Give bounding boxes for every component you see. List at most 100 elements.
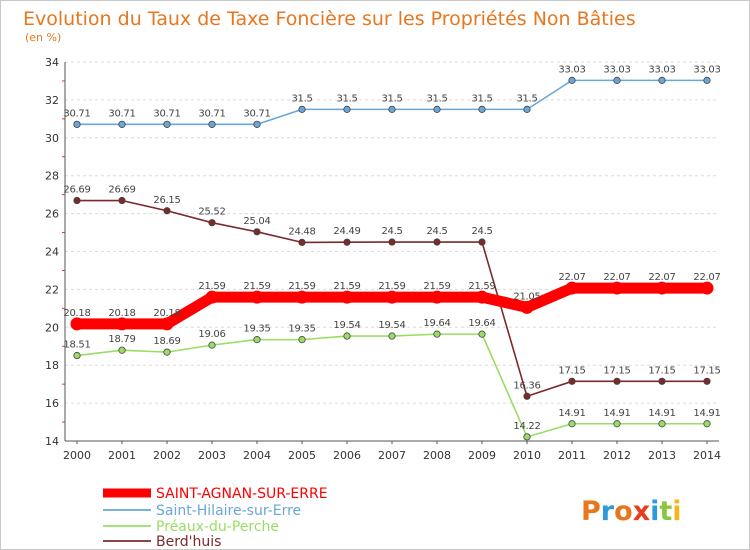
data-label: 30.71	[198, 108, 225, 119]
data-label: 33.03	[648, 64, 675, 75]
chart-title: Evolution du Taux de Taxe Foncière sur l…	[23, 8, 636, 30]
data-label: 24.5	[381, 226, 402, 237]
data-point	[295, 290, 309, 304]
x-tick-label: 2000	[63, 449, 91, 462]
data-point	[520, 300, 534, 314]
data-label: 19.35	[243, 324, 270, 335]
data-point	[298, 238, 306, 247]
x-tick-label: 2011	[558, 449, 586, 462]
data-label: 19.54	[378, 320, 405, 331]
data-point	[433, 330, 441, 338]
data-label: 14.22	[513, 421, 540, 432]
logo-letter: o	[614, 496, 633, 527]
data-label: 31.5	[336, 93, 357, 104]
data-label: 21.59	[288, 281, 315, 292]
data-point	[343, 105, 351, 113]
data-point	[388, 238, 396, 246]
data-point	[160, 317, 174, 331]
data-point	[253, 228, 261, 236]
data-point	[208, 219, 216, 227]
data-label: 18.51	[63, 340, 90, 351]
data-label: 17.15	[648, 365, 675, 376]
data-point	[115, 317, 129, 331]
y-tick-label: 24	[45, 246, 59, 259]
data-point	[340, 290, 354, 304]
x-tick-label: 2002	[153, 449, 181, 462]
data-point	[253, 120, 261, 128]
data-label: 30.71	[243, 108, 270, 119]
data-label: 31.5	[381, 93, 402, 104]
data-point	[250, 290, 264, 304]
data-point	[703, 420, 711, 428]
data-label: 21.59	[243, 281, 270, 292]
data-point	[433, 238, 441, 246]
data-point	[700, 281, 714, 295]
data-label: 21.05	[513, 291, 540, 302]
y-tick-label: 26	[45, 208, 59, 221]
data-label: 24.49	[333, 226, 360, 237]
data-label: 21.59	[378, 281, 405, 292]
data-point	[475, 290, 489, 304]
data-point	[655, 281, 669, 295]
data-point	[385, 290, 399, 304]
data-point	[658, 377, 666, 385]
logo-letter: P	[581, 496, 601, 527]
data-point	[478, 330, 486, 338]
data-point	[523, 392, 531, 400]
y-tick-label: 30	[45, 132, 59, 145]
data-label: 33.03	[603, 64, 630, 75]
data-point	[208, 120, 216, 128]
x-tick-label: 2004	[243, 449, 271, 462]
data-label: 17.15	[603, 365, 630, 376]
data-label: 19.06	[198, 329, 225, 340]
data-label: 17.15	[693, 365, 720, 376]
logo-letter: t	[659, 496, 672, 527]
x-tick-label: 2006	[333, 449, 361, 462]
legend-label: Berd'huis	[156, 534, 221, 549]
data-point	[298, 105, 306, 113]
data-point	[208, 341, 216, 349]
data-label: 26.15	[153, 195, 180, 206]
x-tick-label: 2008	[423, 449, 451, 462]
data-point	[253, 336, 261, 344]
data-label: 18.79	[108, 334, 135, 345]
data-point	[703, 76, 711, 84]
data-label: 31.5	[516, 93, 537, 104]
data-label: 19.35	[288, 324, 315, 335]
data-point	[610, 281, 624, 295]
data-point	[118, 196, 126, 205]
data-point	[118, 346, 126, 354]
y-tick-label: 22	[45, 283, 59, 296]
data-label: 21.59	[198, 281, 225, 292]
data-label: 17.15	[558, 365, 585, 376]
data-point	[163, 348, 171, 356]
y-tick-label: 32	[45, 94, 59, 107]
y-tick-label: 34	[45, 56, 59, 69]
data-label: 33.03	[558, 64, 585, 75]
data-label: 16.36	[513, 380, 540, 391]
data-label: 31.5	[471, 93, 492, 104]
data-point	[298, 336, 306, 344]
data-label: 19.54	[333, 320, 360, 331]
data-label: 24.5	[471, 226, 492, 237]
data-point	[433, 105, 441, 113]
legend-label: Saint-Hilaire-sur-Erre	[156, 503, 301, 519]
x-tick-label: 2001	[108, 449, 136, 462]
data-point	[478, 105, 486, 113]
logo-letter: i	[672, 496, 681, 527]
legend: SAINT-AGNAN-SUR-ERRESaint-Hilaire-sur-Er…	[103, 486, 328, 549]
data-point	[430, 290, 444, 304]
data-label: 20.18	[63, 308, 90, 319]
data-label: 25.52	[198, 207, 225, 218]
data-point	[523, 105, 531, 113]
data-label: 21.59	[423, 281, 450, 292]
legend-label: Préaux-du-Perche	[156, 519, 279, 535]
y-tick-label: 18	[45, 359, 59, 372]
data-point	[163, 207, 171, 215]
data-label: 24.5	[426, 226, 447, 237]
data-label: 14.91	[603, 408, 630, 419]
data-label: 33.03	[693, 64, 720, 75]
data-label: 20.18	[153, 308, 180, 319]
data-point	[73, 120, 81, 128]
unit-label: (en %)	[25, 31, 61, 44]
